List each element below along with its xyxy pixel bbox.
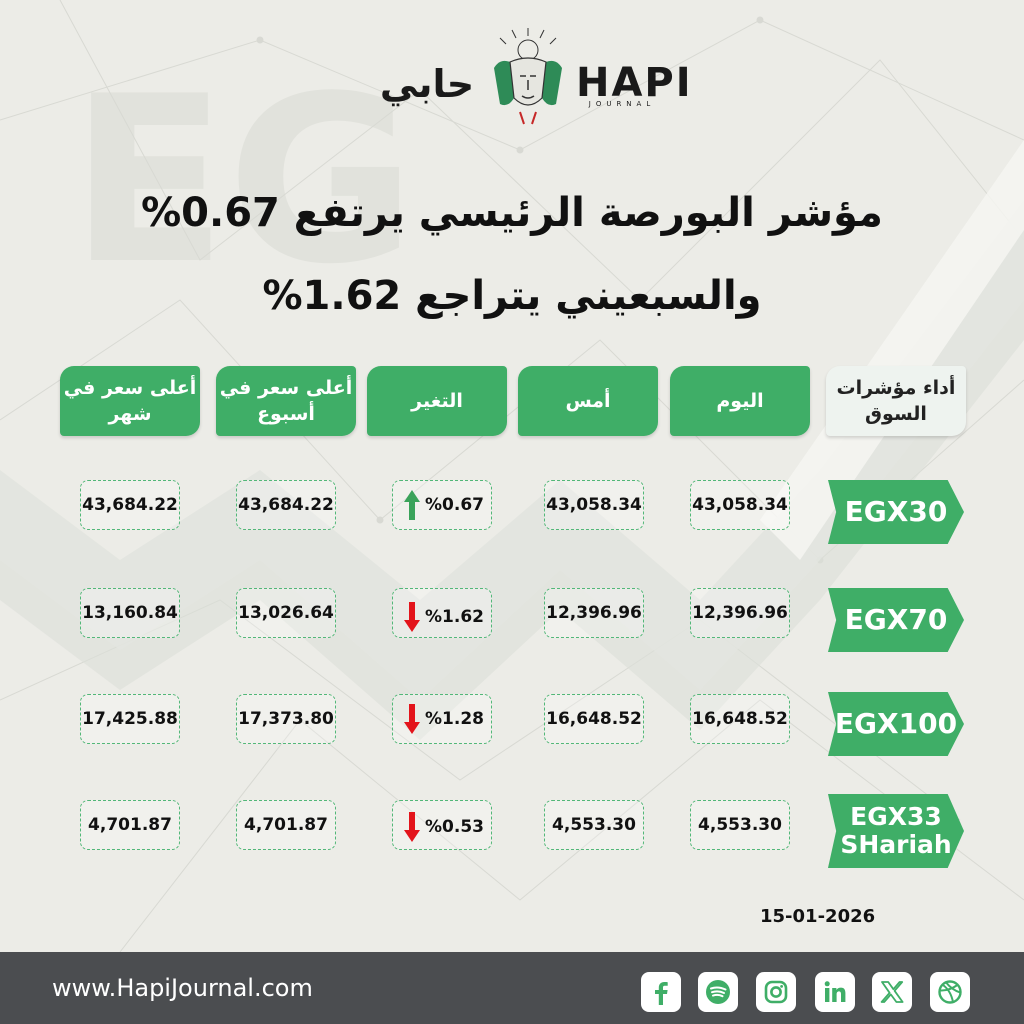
column-header-month-high: أعلى سعر في شهر	[60, 366, 200, 436]
cell-month-high	[80, 800, 180, 850]
report-date: 15-01-2026	[760, 906, 876, 927]
value-change: %1.28	[425, 709, 484, 729]
cell-today	[690, 800, 790, 850]
pharaoh-emblem-icon	[494, 28, 562, 125]
value-week-high: 17,373.80	[238, 709, 334, 729]
down-arrow-icon	[404, 704, 421, 734]
cell-change	[392, 694, 492, 744]
headline-line-2: والسبعيني يتراجع 1.62%	[262, 273, 762, 319]
cell-month-high	[80, 480, 180, 530]
value-change: %1.62	[425, 607, 484, 627]
cell-week-high	[236, 800, 336, 850]
value-yesterday: 16,648.52	[546, 709, 642, 729]
cell-month-high	[80, 588, 180, 638]
value-month-high: 4,701.87	[88, 815, 172, 835]
down-arrow-icon	[404, 812, 421, 842]
value-today: 4,553.30	[698, 815, 782, 835]
change-group: %0.67	[392, 486, 484, 524]
cell-yesterday	[544, 694, 644, 744]
instagram-icon[interactable]	[756, 972, 796, 1012]
x-icon[interactable]	[872, 972, 912, 1012]
value-month-high: 17,425.88	[82, 709, 178, 729]
value-today: 43,058.34	[692, 495, 788, 515]
cell-yesterday	[544, 588, 644, 638]
cell-today	[690, 588, 790, 638]
spotify-icon[interactable]	[698, 972, 738, 1012]
change-group: %1.28	[392, 700, 484, 738]
brand-english-name: HAPI	[576, 60, 693, 106]
value-yesterday: 12,396.96	[546, 603, 642, 623]
change-group: %1.62	[392, 598, 484, 636]
value-change: %0.53	[425, 817, 484, 837]
cell-change	[392, 480, 492, 530]
brand-arabic-name: حابي	[379, 62, 475, 106]
background-pattern: EG	[0, 0, 1024, 952]
row-label-egx30: EGX30	[828, 480, 964, 544]
cell-today	[690, 480, 790, 530]
cell-change	[392, 800, 492, 850]
facebook-icon[interactable]	[641, 972, 681, 1012]
svg-text:EG: EG	[70, 48, 416, 315]
down-arrow-icon	[404, 602, 421, 632]
row-label-egx33-shariah: EGX33 SHariah	[828, 794, 964, 868]
value-today: 16,648.52	[692, 709, 788, 729]
dribbble-icon[interactable]	[930, 972, 970, 1012]
value-month-high: 13,160.84	[82, 603, 178, 623]
cell-yesterday	[544, 800, 644, 850]
website-link[interactable]: www.HapiJournal.com	[52, 974, 313, 1002]
up-arrow-icon	[404, 490, 421, 520]
row-label-egx100: EGX100	[828, 692, 964, 756]
value-month-high: 43,684.22	[82, 495, 178, 515]
brand-english-subtitle: JOURNAL	[588, 100, 656, 108]
column-header-yesterday: أمس	[518, 366, 658, 436]
column-header-market: أداء مؤشرات السوق	[826, 366, 966, 436]
linkedin-icon[interactable]	[815, 972, 855, 1012]
row-label-egx70: EGX70	[828, 588, 964, 652]
value-yesterday: 4,553.30	[552, 815, 636, 835]
column-header-week-high: أعلى سعر في أسبوع	[216, 366, 356, 436]
value-week-high: 4,701.87	[244, 815, 328, 835]
cell-week-high	[236, 694, 336, 744]
cell-week-high	[236, 480, 336, 530]
cell-week-high	[236, 588, 336, 638]
change-group: %0.53	[392, 808, 484, 846]
cell-today	[690, 694, 790, 744]
value-week-high: 13,026.64	[238, 603, 334, 623]
column-header-today: اليوم	[670, 366, 810, 436]
value-yesterday: 43,058.34	[546, 495, 642, 515]
cell-yesterday	[544, 480, 644, 530]
value-today: 12,396.96	[692, 603, 788, 623]
value-change: %0.67	[425, 495, 484, 515]
column-header-change: التغير	[367, 366, 507, 436]
headline-line-1: مؤشر البورصة الرئيسي يرتفع 0.67%	[141, 190, 883, 236]
value-week-high: 43,684.22	[238, 495, 334, 515]
cell-month-high	[80, 694, 180, 744]
cell-change	[392, 588, 492, 638]
